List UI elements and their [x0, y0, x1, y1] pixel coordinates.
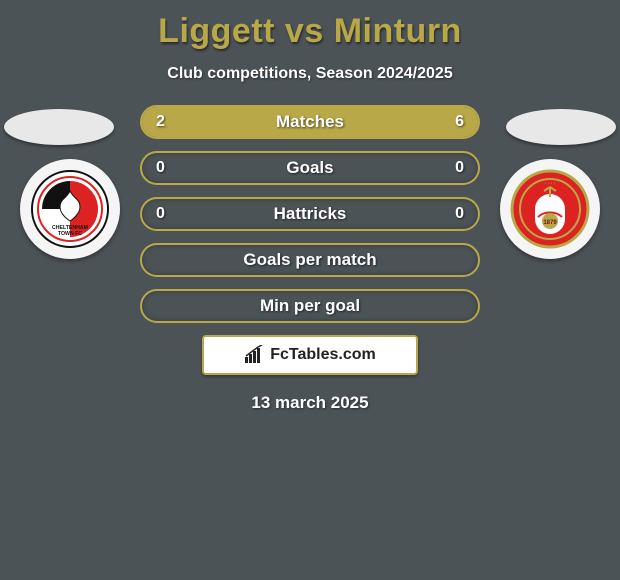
stat-bar-hattricks: 0 Hattricks 0 [140, 197, 480, 231]
bar-chart-icon [244, 345, 266, 365]
stat-bar-matches: 2 Matches 6 [140, 105, 480, 139]
stat-bars: 2 Matches 6 0 Goals 0 0 Hattricks 0 Goal… [140, 105, 480, 323]
stat-label: Min per goal [142, 291, 478, 321]
stat-right-value: 0 [455, 153, 464, 183]
stat-label: Hattricks [142, 199, 478, 229]
right-team-badge: 1879 · · · · [500, 159, 600, 259]
stat-right-value: 6 [455, 107, 464, 137]
stat-label: Goals [142, 153, 478, 183]
stat-bar-min-per-goal: Min per goal [140, 289, 480, 323]
stat-label: Goals per match [142, 245, 478, 275]
stat-label: Matches [142, 107, 478, 137]
svg-text:· · · ·: · · · · [545, 181, 556, 187]
svg-text:TOWN FC: TOWN FC [58, 231, 82, 237]
left-team-badge: CHELTENHAM TOWN FC [20, 159, 120, 259]
svg-text:1879: 1879 [543, 220, 557, 226]
cheltenham-crest-icon: CHELTENHAM TOWN FC [30, 169, 110, 249]
page-title: Liggett vs Minturn [0, 0, 620, 51]
stat-right-value: 0 [455, 199, 464, 229]
swindon-crest-icon: 1879 · · · · [510, 169, 590, 249]
stat-bar-goals-per-match: Goals per match [140, 243, 480, 277]
season-subtitle: Club competitions, Season 2024/2025 [0, 65, 620, 83]
brand-text: FcTables.com [270, 346, 376, 364]
left-player-ellipse [4, 109, 114, 145]
stat-bar-goals: 0 Goals 0 [140, 151, 480, 185]
comparison-layout: CHELTENHAM TOWN FC 1879 · · · · 2 Matche… [0, 105, 620, 323]
match-date: 13 march 2025 [0, 393, 620, 413]
brand-box[interactable]: FcTables.com [202, 335, 418, 375]
right-player-ellipse [506, 109, 616, 145]
